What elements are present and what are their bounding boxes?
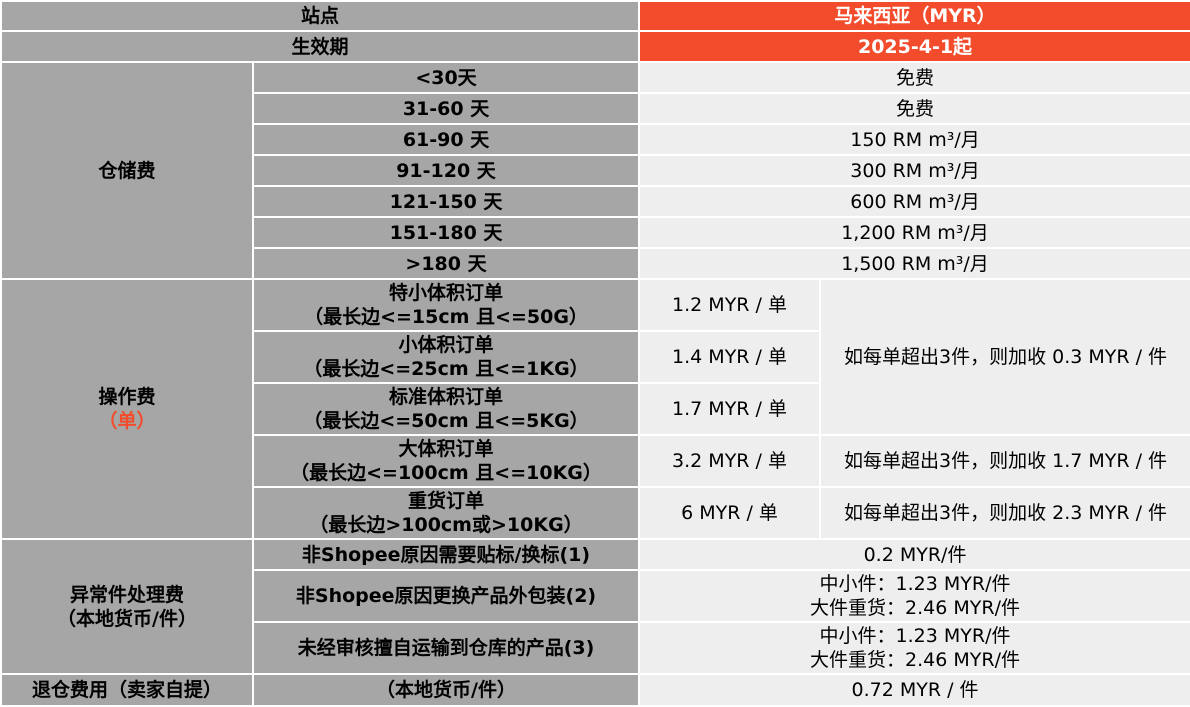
operation-category: 操作费 （单） [0, 278, 254, 540]
storage-fee: 600 RM m³/月 [638, 185, 1190, 218]
operation-type: 重货订单 （最长边>100cm或>10KG） [251, 486, 641, 540]
table-row: 小体积订单 （最长边<=25cm 且<=1KG） 1.4 MYR / 单 [1, 330, 1190, 384]
exception-category-unit: （本地货币/件） [57, 607, 197, 630]
operation-type-spec: （最长边>100cm或>10KG） [309, 514, 583, 536]
exception-fee: 中小件：1.23 MYR/件 大件重货：2.46 MYR/件 [638, 621, 1190, 675]
operation-category-unit: （单） [98, 410, 156, 432]
operation-fee: 3.2 MYR / 单 [638, 434, 822, 488]
storage-category: 仓储费 [0, 61, 254, 280]
table-row: 61-90 天 150 RM m³/月 [1, 123, 1190, 156]
return-fee: 0.72 MYR / 件 [638, 673, 1190, 707]
operation-extra: 如每单超出3件，则加收 0.3 MYR / 件 [819, 278, 1190, 436]
storage-fee: 免费 [638, 92, 1190, 125]
header-row-site: 站点 马来西亚（MYR） [0, 0, 1190, 32]
exception-fee-line: 中小件：1.23 MYR/件 [819, 573, 1011, 595]
exception-category: 异常件处理费 （本地货币/件） [0, 538, 254, 675]
return-category: 退仓费用（卖家自提） [0, 673, 254, 707]
operation-extra: 如每单超出3件，则加收 1.7 MYR / 件 [819, 434, 1190, 488]
storage-period: 151-180 天 [251, 216, 641, 249]
exception-fee-line: 0.2 MYR/件 [863, 543, 967, 566]
storage-period: <30天 [251, 61, 641, 94]
storage-fee: 1,500 RM m³/月 [638, 247, 1190, 280]
return-unit: （本地货币/件） [251, 673, 641, 707]
table-row: 未经审核擅自运输到仓库的产品(3) 中小件：1.23 MYR/件 大件重货：2.… [1, 621, 1190, 675]
site-label: 站点 [0, 0, 641, 32]
operation-fee: 1.2 MYR / 单 [638, 278, 822, 332]
exception-fee: 中小件：1.23 MYR/件 大件重货：2.46 MYR/件 [638, 569, 1190, 623]
exception-item: 非Shopee原因需要贴标/换标(1) [251, 538, 641, 571]
header-row-effective: 生效期 2025-4-1起 [0, 30, 1190, 63]
table-row: 操作费 （单） 特小体积订单 （最长边<=15cm 且<=50G） 1.2 MY… [0, 278, 1190, 540]
exception-fee-line: 大件重货：2.46 MYR/件 [810, 597, 1020, 619]
operation-type-spec: （最长边<=50cm 且<=5KG） [303, 410, 589, 432]
table-row: 重货订单 （最长边>100cm或>10KG） 6 MYR / 单 如每单超出3件… [1, 486, 1190, 540]
operation-type: 大体积订单 （最长边<=100cm 且<=10KG） [251, 434, 641, 488]
storage-period: >180 天 [251, 247, 641, 280]
table-row: 大体积订单 （最长边<=100cm 且<=10KG） 3.2 MYR / 单 如… [1, 434, 1190, 488]
site-value: 马来西亚（MYR） [638, 0, 1190, 32]
operation-type-spec: （最长边<=25cm 且<=1KG） [303, 358, 589, 380]
storage-fee: 150 RM m³/月 [638, 123, 1190, 156]
effective-value: 2025-4-1起 [638, 30, 1190, 63]
operation-type: 标准体积订单 （最长边<=50cm 且<=5KG） [251, 382, 641, 436]
table-row: >180 天 1,500 RM m³/月 [1, 247, 1190, 280]
operation-fee: 1.4 MYR / 单 [638, 330, 822, 384]
operation-type: 特小体积订单 （最长边<=15cm 且<=50G） [251, 278, 641, 332]
operation-type-spec: （最长边<=100cm 且<=10KG） [290, 462, 602, 484]
exception-category-label: 异常件处理费 [69, 583, 184, 606]
operation-type-name: 特小体积订单 [389, 282, 504, 304]
operation-type-name: 标准体积订单 [389, 386, 504, 408]
table-row: 非Shopee原因更换产品外包装(2) 中小件：1.23 MYR/件 大件重货：… [1, 569, 1190, 623]
storage-period: 121-150 天 [251, 185, 641, 218]
table-row: 仓储费 <30天 免费 [0, 61, 1190, 280]
exception-fee-line: 大件重货：2.46 MYR/件 [810, 649, 1020, 671]
storage-period: 61-90 天 [251, 123, 641, 156]
storage-fee: 免费 [638, 61, 1190, 94]
operation-extra: 如每单超出3件，则加收 2.3 MYR / 件 [819, 486, 1190, 540]
exception-fee-line: 中小件：1.23 MYR/件 [819, 625, 1011, 647]
operation-type-name: 大体积订单 [398, 438, 494, 460]
effective-label: 生效期 [0, 30, 641, 63]
storage-fee: 300 RM m³/月 [638, 154, 1190, 187]
storage-period: 31-60 天 [251, 92, 641, 125]
storage-period: 91-120 天 [251, 154, 641, 187]
operation-type-name: 小体积订单 [398, 334, 494, 356]
table-row: 91-120 天 300 RM m³/月 [1, 154, 1190, 187]
operation-type: 小体积订单 （最长边<=25cm 且<=1KG） [251, 330, 641, 384]
operation-fee: 1.7 MYR / 单 [638, 382, 822, 436]
table-row: 标准体积订单 （最长边<=50cm 且<=5KG） 1.7 MYR / 单 [1, 382, 1190, 436]
operation-type-name: 重货订单 [408, 490, 485, 512]
exception-item: 未经审核擅自运输到仓库的产品(3) [251, 621, 641, 675]
operation-type-spec: （最长边<=15cm 且<=50G） [304, 306, 588, 328]
operation-category-label: 操作费 [98, 386, 156, 408]
table-row: 退仓费用（卖家自提） （本地货币/件） 0.72 MYR / 件 [0, 673, 1190, 707]
exception-item: 非Shopee原因更换产品外包装(2) [251, 569, 641, 623]
table-row: 异常件处理费 （本地货币/件） 非Shopee原因需要贴标/换标(1) 0.2 … [0, 538, 1190, 675]
storage-fee: 1,200 RM m³/月 [638, 216, 1190, 249]
operation-fee: 6 MYR / 单 [638, 486, 822, 540]
exception-fee: 0.2 MYR/件 [638, 538, 1190, 571]
table-row: 151-180 天 1,200 RM m³/月 [1, 216, 1190, 249]
table-row: 121-150 天 600 RM m³/月 [1, 185, 1190, 218]
table-row: 31-60 天 免费 [1, 92, 1190, 125]
